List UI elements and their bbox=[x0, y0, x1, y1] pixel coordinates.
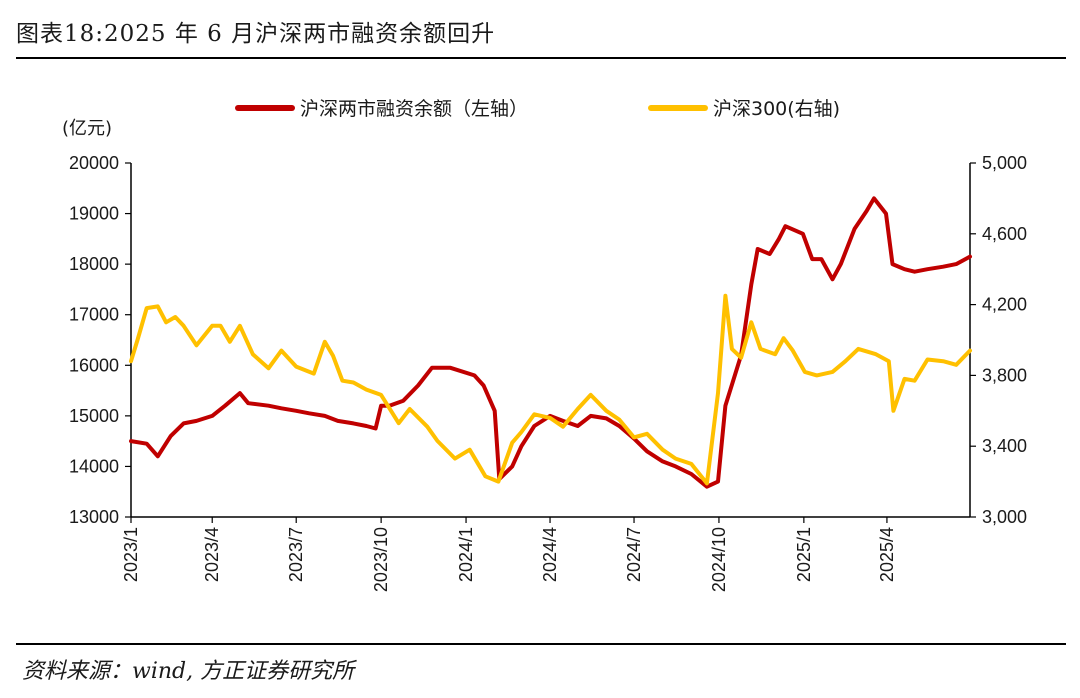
x-tick-label: 2024/1 bbox=[456, 527, 476, 582]
x-tick-label: 2023/1 bbox=[121, 527, 141, 582]
series-layer bbox=[129, 196, 972, 489]
legend-label-1: 沪深两市融资余额（左轴） bbox=[300, 98, 528, 120]
x-tick-label: 2024/4 bbox=[540, 527, 560, 582]
right-tick-label: 3,800 bbox=[982, 365, 1027, 385]
right-tick-label: 3,000 bbox=[982, 507, 1027, 527]
axes-layer: 13000 14000 15000 16000 17000 18000 19000 20000… bbox=[69, 153, 1027, 592]
x-tick-label: 2024/10 bbox=[709, 527, 729, 592]
x-tick-label: 2023/7 bbox=[286, 527, 306, 582]
right-tick-label: 3,400 bbox=[982, 436, 1027, 456]
x-tick-label: 2023/4 bbox=[202, 527, 222, 582]
bottom-rule bbox=[16, 643, 1066, 645]
right-tick-label: 4,600 bbox=[982, 224, 1027, 244]
left-tick-label: 14000 bbox=[69, 456, 119, 476]
left-tick-label: 13000 bbox=[69, 507, 119, 527]
x-tick-label: 2023/10 bbox=[371, 527, 391, 592]
left-axis-unit: (亿元) bbox=[62, 118, 112, 139]
legend-label-2: 沪深300(右轴) bbox=[713, 98, 840, 120]
top-rule bbox=[16, 57, 1066, 59]
x-tick-label: 2025/1 bbox=[794, 527, 814, 582]
series-line-1 bbox=[129, 196, 972, 489]
left-tick-label: 16000 bbox=[69, 355, 119, 375]
x-tick-label: 2024/7 bbox=[624, 527, 644, 582]
left-tick-label: 17000 bbox=[69, 305, 119, 325]
left-tick-label: 19000 bbox=[69, 204, 119, 224]
source-note: 资料来源：wind, 方正证券研究所 bbox=[22, 659, 355, 684]
right-tick-label: 4,200 bbox=[982, 295, 1027, 315]
chart-title: 图表18:2025 年 6 月沪深两市融资余额回升 bbox=[16, 21, 496, 47]
legend: 沪深两市融资余额（左轴） 沪深300(右轴) bbox=[235, 98, 840, 120]
series-line-2 bbox=[129, 293, 972, 486]
left-tick-label: 15000 bbox=[69, 406, 119, 426]
x-tick-label: 2025/4 bbox=[877, 527, 897, 582]
left-tick-label: 20000 bbox=[69, 153, 119, 173]
left-tick-label: 18000 bbox=[69, 254, 119, 274]
right-tick-label: 5,000 bbox=[982, 153, 1027, 173]
